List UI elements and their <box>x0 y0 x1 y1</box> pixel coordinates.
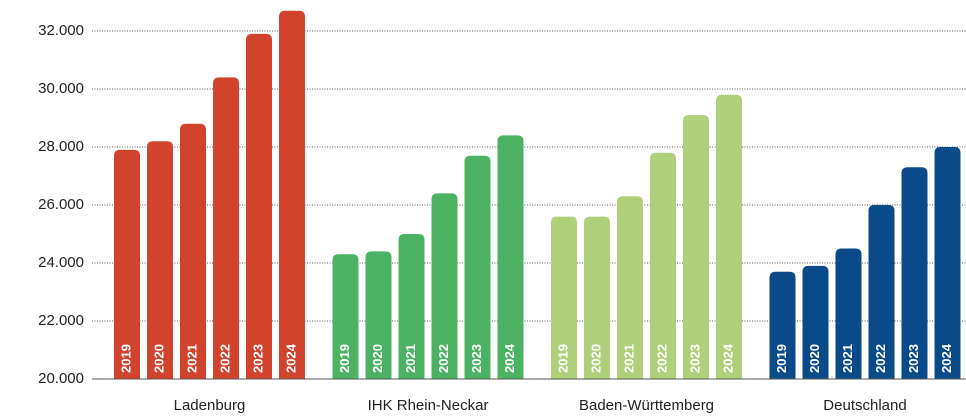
year-label: 2021 <box>621 344 636 373</box>
bar <box>464 155 491 379</box>
group-label: Baden-Württemberg <box>579 397 714 414</box>
year-label: 2020 <box>151 344 166 373</box>
year-label: 2023 <box>469 344 484 373</box>
year-label: 2022 <box>654 344 669 373</box>
bar <box>213 77 239 380</box>
bar <box>650 152 676 379</box>
y-tick-label: 20.000 <box>38 370 84 387</box>
year-label: 2024 <box>939 343 954 373</box>
bar <box>551 216 577 379</box>
bar <box>835 248 862 379</box>
year-label: 2022 <box>436 344 451 373</box>
bar <box>279 10 305 379</box>
bar <box>246 33 272 380</box>
year-label: 2019 <box>555 344 570 373</box>
year-label: 2024 <box>283 343 298 373</box>
group-label: Deutschland <box>823 397 906 414</box>
year-label: 2020 <box>807 344 822 373</box>
year-label: 2019 <box>337 344 352 373</box>
bar <box>934 147 961 379</box>
bar <box>497 135 524 379</box>
bar <box>365 251 392 379</box>
bar <box>716 94 742 380</box>
bar <box>683 115 709 379</box>
year-label: 2024 <box>502 343 517 373</box>
group-label: Ladenburg <box>174 397 246 414</box>
year-label: 2019 <box>118 344 133 373</box>
y-tick-label: 24.000 <box>38 254 84 271</box>
bar <box>802 265 829 379</box>
year-label: 2024 <box>720 343 735 373</box>
year-label: 2020 <box>588 344 603 373</box>
bar <box>769 271 796 379</box>
bar <box>584 216 610 379</box>
y-tick-label: 32.000 <box>38 22 84 39</box>
year-label: 2022 <box>217 344 232 373</box>
y-tick-label: 26.000 <box>38 196 84 213</box>
year-label: 2019 <box>774 344 789 373</box>
year-label: 2022 <box>873 344 888 373</box>
year-label: 2023 <box>250 344 265 373</box>
group-label: IHK Rhein-Neckar <box>368 397 489 414</box>
bar <box>901 167 928 379</box>
year-label: 2021 <box>184 344 199 373</box>
y-tick-label: 30.000 <box>38 80 84 97</box>
y-tick-label: 28.000 <box>38 138 84 155</box>
bar <box>147 141 173 379</box>
y-tick-label: 22.000 <box>38 312 84 329</box>
bar <box>617 196 643 379</box>
year-label: 2020 <box>370 344 385 373</box>
year-label: 2021 <box>840 344 855 373</box>
year-label: 2023 <box>687 344 702 373</box>
bar <box>332 254 359 379</box>
year-label: 2021 <box>403 344 418 373</box>
bar <box>398 234 425 379</box>
bar <box>431 193 458 379</box>
bar <box>868 205 895 379</box>
bar <box>180 123 206 379</box>
year-label: 2023 <box>906 344 921 373</box>
bar <box>114 149 140 379</box>
